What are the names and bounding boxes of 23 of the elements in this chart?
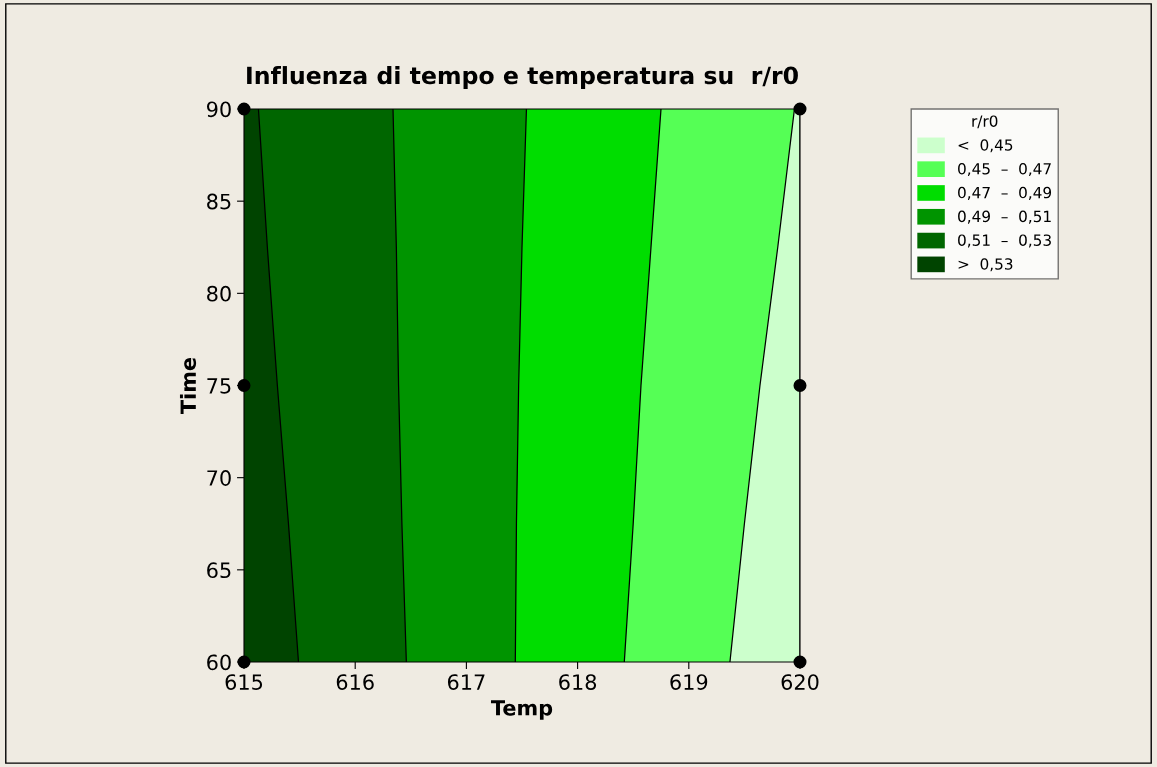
y-tick-label: 90 — [207, 101, 231, 118]
y-tick-label: 85 — [207, 193, 231, 210]
legend-label: > 0,53 — [958, 258, 1013, 272]
y-tick-label: 70 — [207, 470, 231, 486]
x-tick-label: 617 — [447, 674, 485, 690]
legend-label: 0,45 – 0,47 — [958, 162, 1051, 177]
legend-label: 0,49 – 0,51 — [958, 210, 1051, 224]
legend-title: r/r0 — [972, 115, 998, 129]
y-tick-label: 65 — [207, 562, 231, 579]
y-tick-label: 75 — [207, 378, 231, 394]
x-axis-title: Temp — [491, 700, 553, 720]
y-axis-title: Time — [179, 357, 197, 414]
x-tick-label: 620 — [781, 674, 819, 690]
legend-label: 0,51 – 0,53 — [958, 234, 1051, 248]
y-tick-label: 60 — [207, 654, 231, 671]
legend-label: 0,47 – 0,49 — [958, 186, 1052, 200]
x-tick-label: 616 — [336, 674, 374, 690]
chart-title: Influenza di tempo e temperatura su r/r0 — [247, 66, 798, 89]
x-tick-label: 618 — [559, 674, 597, 690]
y-tick-label: 80 — [207, 285, 231, 302]
x-tick-label: 619 — [670, 674, 708, 690]
x-tick-label: 615 — [225, 674, 263, 690]
legend-label: < 0,45 — [958, 139, 1013, 153]
